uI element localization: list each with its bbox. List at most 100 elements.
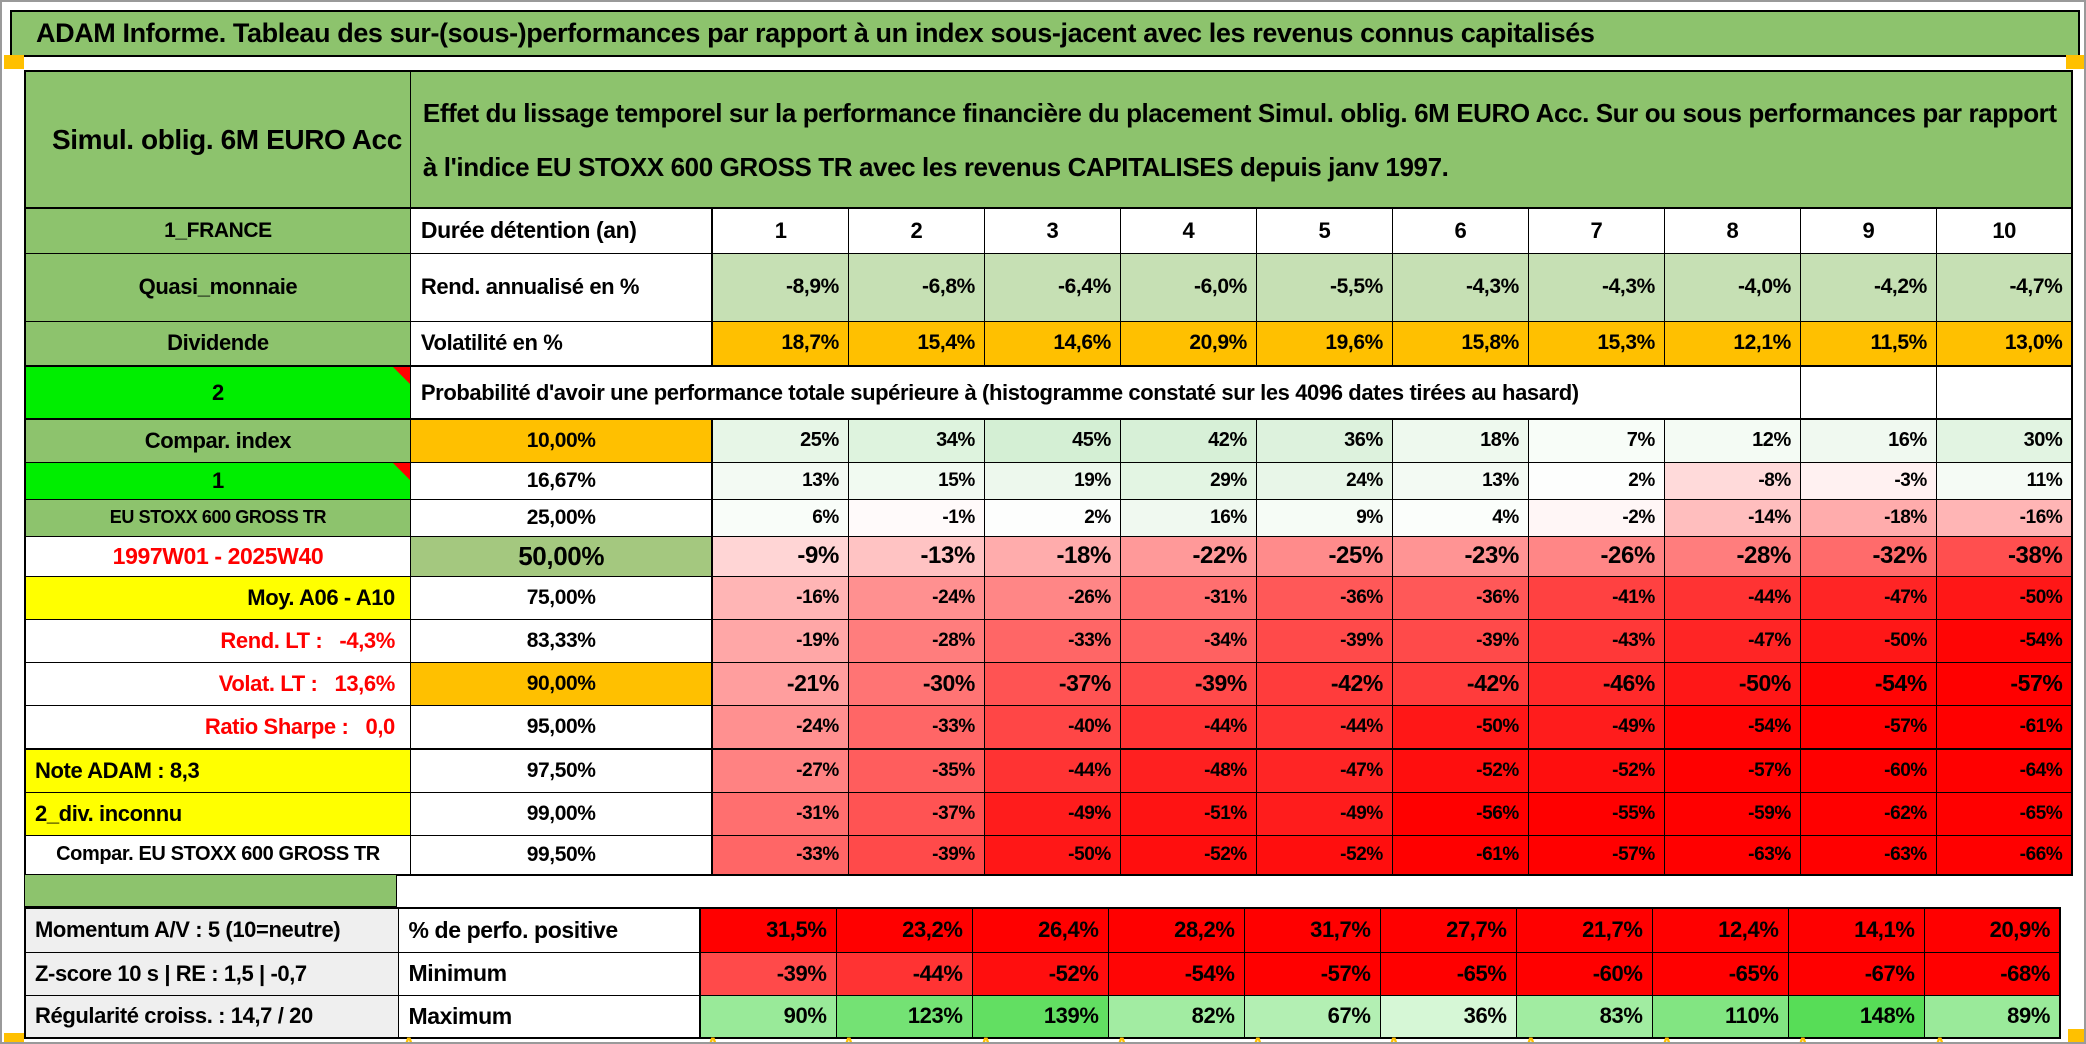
value-cell: -34% [1119,618,1257,663]
table-row: Z-score 10 s | RE : 1,5 | -0,7 Minimum -39… [24,951,2061,996]
value-cell: 24% [1255,461,1393,500]
value-cell: -47% [1255,748,1393,793]
value-cell: -4,0% [1663,252,1801,322]
value-cell: 31,5% [699,907,837,953]
value-cell: -5,5% [1255,252,1393,322]
table-row: Volat. LT : 13,6% 90,00% -21% -30% -37% -39% -… [24,661,2073,706]
clipped-orange-letter: A [706,1036,730,1042]
year-cell: 10 [1935,207,2073,254]
value-cell: -50% [1935,575,2073,620]
value-cell: 6% [711,498,849,537]
value-cell: -39% [1119,661,1257,706]
clipped-orange-letter: A [402,1036,426,1042]
value-cell: 15,4% [847,320,985,367]
value-cell: -49% [1527,704,1665,750]
value-cell: -27% [711,748,849,793]
clipped-orange-letter: A [1524,1036,1548,1042]
value-cell: 14,1% [1787,907,1925,953]
value-cell: 18,7% [711,320,849,367]
value-cell: -54% [1935,618,2073,663]
empty-cell [1935,365,2073,420]
row-label-b: Minimum [397,951,701,996]
table-row: Compar. index 10,00% 25% 34% 45% 42% 36% 18% 7% 1… [24,418,2073,463]
comment-marker-icon [392,368,410,384]
value-cell: -39% [699,951,837,996]
value-cell: 13% [711,461,849,500]
value-cell: -4,7% [1935,252,2073,322]
row-label-a: EU STOXX 600 GROSS TR [24,498,411,537]
row-label-b: Maximum [397,994,701,1039]
row-label-a: 1_FRANCE [24,207,411,254]
year-cell: 9 [1799,207,1937,254]
table-row: 1_FRANCE Durée détention (an) 1 2 3 4 5 6 7 8 9 10 [24,207,2073,254]
value-cell: -26% [983,575,1121,620]
value-cell: -50% [1799,618,1937,663]
row-label-a: Volat. LT : 13,6% [24,661,411,706]
value-cell: 21,7% [1515,907,1653,953]
value-cell: 14,6% [983,320,1121,367]
value-cell: 19,6% [1255,320,1393,367]
row-label-b: Durée détention (an) [409,207,713,254]
value-cell: -31% [1119,575,1257,620]
row-label-b: Rend. annualisé en % [409,252,713,322]
value-cell: -52% [1255,834,1393,876]
value-cell: 2% [1527,461,1665,500]
value-cell: -25% [1255,535,1393,577]
value-cell: -32% [1799,535,1937,577]
value-cell: 12% [1663,418,1801,463]
value-cell: -30% [847,661,985,706]
value-cell: -63% [1799,834,1937,876]
row-label-a: 1 [24,461,411,500]
value-cell: -48% [1119,748,1257,793]
value-cell: -66% [1935,834,2073,876]
row-label-b: 95,00% [409,704,713,750]
value-cell: -52% [1119,834,1257,876]
value-cell: -13% [847,535,985,577]
value-cell: -31% [711,791,849,836]
value-cell: -39% [1255,618,1393,663]
value-cell: 19% [983,461,1121,500]
value-cell: -24% [847,575,985,620]
value-cell: -57% [1663,748,1801,793]
value-cell: -4,2% [1799,252,1937,322]
value-cell: -14% [1663,498,1801,537]
value-cell: -9% [711,535,849,577]
value-cell: -38% [1935,535,2073,577]
value-cell: 15,8% [1391,320,1529,367]
value-cell: -51% [1119,791,1257,836]
table-row: Rend. LT : -4,3% 83,33% -19% -28% -33% -34% -3… [24,618,2073,663]
value-cell: -61% [1391,834,1529,876]
value-cell: -2% [1527,498,1665,537]
year-cell: 4 [1119,207,1257,254]
value-cell: 110% [1651,994,1789,1039]
value-cell: -57% [1243,951,1381,996]
year-cell: 2 [847,207,985,254]
table-row: 2_div. inconnu 99,00% -31% -37% -49% -51% -49%… [24,791,2073,836]
value-cell: 20,9% [1119,320,1257,367]
value-cell: -6,0% [1119,252,1257,322]
value-cell: -54% [1663,704,1801,750]
value-cell: -47% [1663,618,1801,663]
value-cell: 15,3% [1527,320,1665,367]
value-cell: -50% [1391,704,1529,750]
value-cell: -4,3% [1391,252,1529,322]
value-cell: 15% [847,461,985,500]
row-label-b: 99,50% [409,834,713,876]
value-cell: -65% [1935,791,2073,836]
value-cell: -44% [1663,575,1801,620]
row-label-a: Compar. index [24,418,411,463]
value-cell: 42% [1119,418,1257,463]
value-cell: -60% [1799,748,1937,793]
value-cell: 34% [847,418,985,463]
table-row: Moy. A06 - A10 75,00% -16% -24% -26% -31% -36%… [24,575,2073,620]
value-cell: -4,3% [1527,252,1665,322]
value-cell: -3% [1799,461,1937,500]
value-cell: -68% [1923,951,2061,996]
value-cell: -22% [1119,535,1257,577]
row-label-b: 97,50% [409,748,713,793]
row-label-a: Quasi_monnaie [24,252,411,322]
value-cell: -49% [983,791,1121,836]
corner-marker-top-left [4,55,24,69]
value-cell: -37% [847,791,985,836]
value-cell: -8,9% [711,252,849,322]
